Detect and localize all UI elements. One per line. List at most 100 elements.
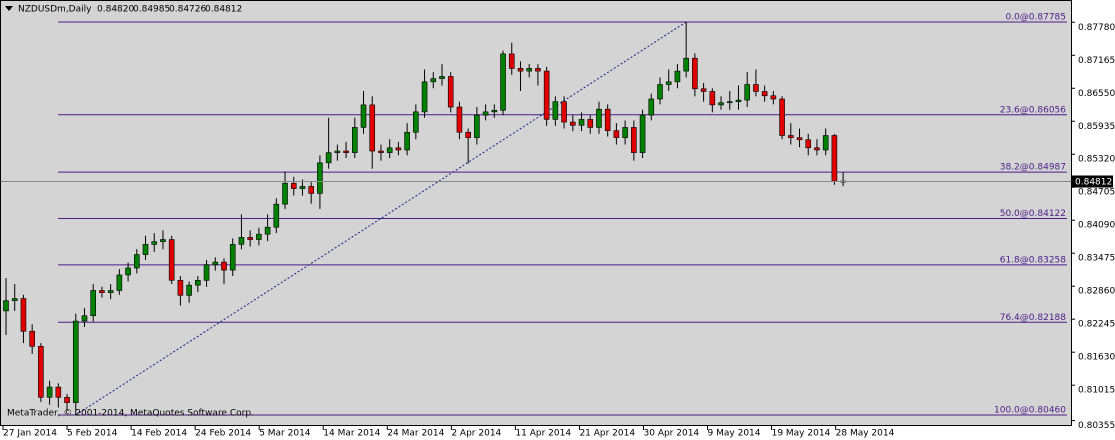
candle-body — [247, 237, 253, 240]
candle-body — [474, 114, 480, 138]
candle-body — [700, 88, 707, 92]
candle-body — [212, 261, 219, 266]
candle-body — [264, 226, 271, 235]
candle-body — [421, 81, 428, 113]
fib-trend-line — [75, 21, 687, 416]
candle-body — [3, 300, 9, 312]
candle-body — [404, 131, 410, 151]
candle-body — [203, 264, 210, 281]
fib-label: 76.4@0.82188 — [1000, 313, 1067, 323]
candle-body — [569, 121, 576, 126]
x-tick-label: 21 Apr 2014 — [579, 429, 635, 439]
y-tick-label: 0.82860 — [1078, 287, 1115, 297]
candle-body — [613, 130, 620, 138]
x-tick-label: 30 Apr 2014 — [644, 429, 700, 439]
candle-body — [142, 244, 149, 255]
price-label: 0.84812 — [1075, 177, 1112, 187]
candle-body — [168, 239, 175, 281]
candle-body — [622, 127, 628, 138]
candle-body — [186, 284, 192, 296]
quote-high: 0.84985 — [133, 5, 170, 15]
copyright: MetaTrader, © 2001-2014, MetaQuotes Soft… — [7, 409, 254, 419]
candle-body — [552, 101, 559, 120]
candle-body — [491, 109, 498, 113]
candle-body — [378, 150, 384, 153]
quote-open: 0.84820 — [97, 5, 134, 15]
candle-body — [665, 81, 672, 85]
candle-body — [796, 137, 803, 141]
candle-body — [64, 396, 70, 403]
candle-body — [72, 320, 79, 403]
x-tick-label: 27 Jan 2014 — [3, 429, 57, 439]
menu-icon — [5, 6, 13, 11]
candle-body — [726, 101, 733, 104]
candle-body — [648, 98, 655, 116]
x-tick-label: 28 May 2014 — [836, 429, 895, 439]
y-tick-label: 0.85935 — [1078, 122, 1115, 132]
layer: 0.0@0.87785 23.6@0.86056 38.2@0.84987 50.0@… — [1, 13, 1071, 416]
candle-body — [718, 102, 724, 106]
candle-body — [325, 152, 332, 164]
y-tick-label: 0.82245 — [1078, 320, 1115, 330]
y-tick-label: 0.85320 — [1078, 155, 1115, 165]
candle-body — [604, 108, 611, 131]
candle-body — [11, 298, 18, 302]
x-tick-label: 5 Feb 2014 — [67, 429, 118, 439]
candle-body — [351, 127, 358, 153]
x-tick-label: 24 Feb 2014 — [195, 429, 251, 439]
quote-low: 0.84726 — [169, 5, 206, 15]
candle-body — [561, 101, 567, 123]
candle-body — [465, 131, 471, 138]
candle-body — [177, 280, 184, 296]
candle-body — [99, 290, 105, 293]
candle-body — [639, 114, 646, 153]
candle-body — [343, 150, 349, 153]
candle-body — [456, 106, 463, 133]
y-tick-label: 0.80355 — [1078, 421, 1115, 431]
candle-body — [282, 182, 288, 205]
candle-body — [709, 91, 716, 106]
candle-body — [482, 111, 489, 116]
y-tick-label: 0.87165 — [1078, 56, 1115, 66]
candle-body — [535, 68, 541, 72]
fib-label: 23.6@0.86056 — [1000, 105, 1067, 115]
y-tick-label: 0.83475 — [1078, 254, 1115, 264]
candle-body — [134, 254, 140, 269]
candle-body — [369, 104, 376, 152]
candle-body — [195, 280, 201, 286]
y-tick-label: 0.87780 — [1078, 23, 1115, 33]
candle-body — [125, 267, 131, 276]
candle-body — [526, 68, 533, 72]
candle-body — [814, 147, 820, 151]
x-tick-label: 11 Apr 2014 — [515, 429, 571, 439]
candle-body — [360, 104, 367, 128]
x-tick-label: 19 May 2014 — [772, 429, 831, 439]
candle-body — [735, 99, 742, 102]
candle-body — [430, 78, 437, 83]
candle-body — [779, 98, 785, 136]
candle-body — [500, 53, 506, 111]
candle-body — [631, 127, 637, 153]
candle-body — [29, 330, 35, 347]
candle-body — [221, 261, 227, 271]
candle-body — [831, 135, 838, 182]
candle-body — [317, 162, 323, 194]
candle-body — [256, 233, 262, 240]
candle-body — [805, 139, 812, 149]
candle-body — [439, 76, 445, 79]
candle-body — [90, 290, 96, 317]
x-tick-label: 9 May 2014 — [708, 429, 761, 439]
candle-body — [116, 274, 123, 291]
candle-body — [587, 119, 594, 128]
candle-body — [334, 150, 341, 153]
candle-body — [395, 147, 402, 151]
candle-body — [38, 346, 44, 398]
y-tick-label: 0.81630 — [1078, 353, 1115, 363]
x-tick-label: 14 Feb 2014 — [131, 429, 187, 439]
quote-close: 0.84812 — [205, 5, 242, 15]
candle-body — [517, 68, 524, 72]
candle-body — [822, 135, 829, 151]
candle-body — [308, 186, 315, 194]
x-tick-label: 2 Apr 2014 — [451, 429, 501, 439]
